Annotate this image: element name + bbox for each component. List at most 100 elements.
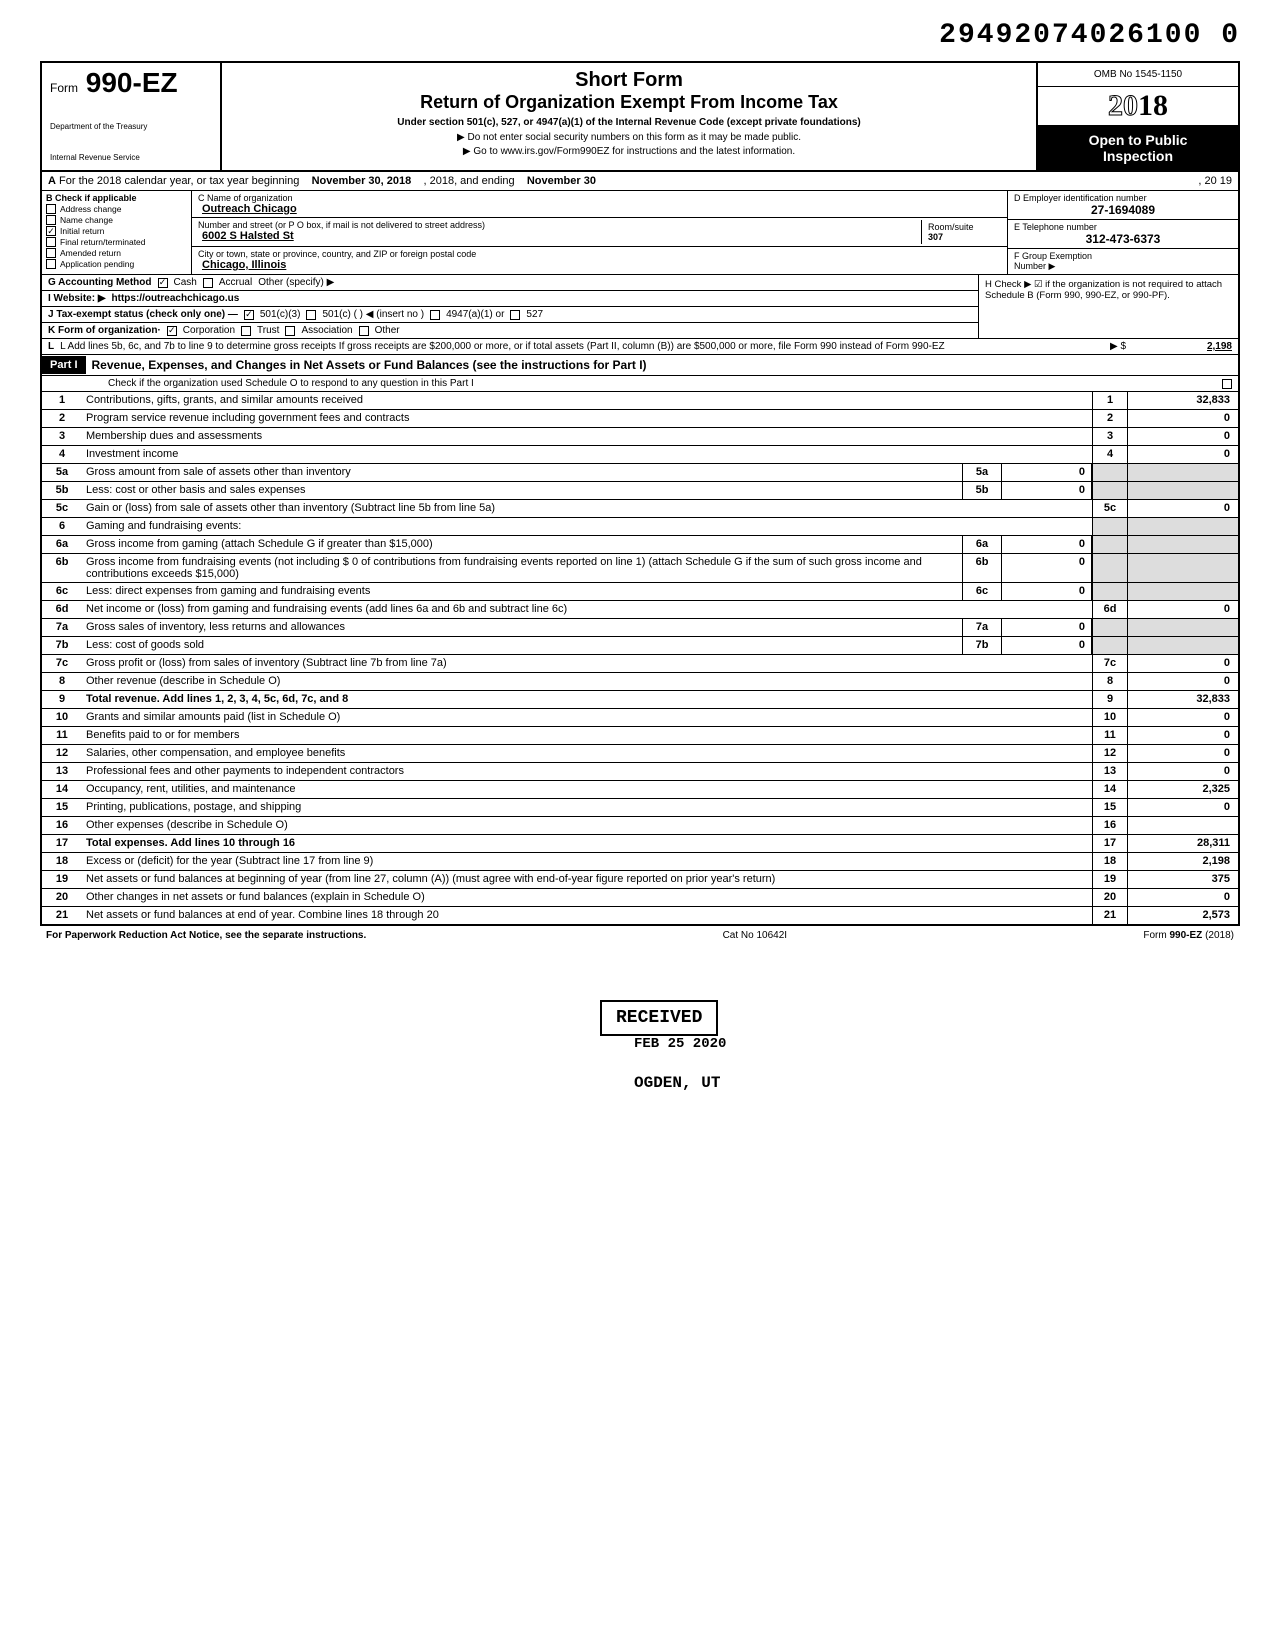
line-mid-7a: 0 xyxy=(1002,619,1092,636)
line-no-14: 14 xyxy=(42,781,82,798)
line-val-7c: 0 xyxy=(1128,655,1238,672)
main-title: Return of Organization Exempt From Incom… xyxy=(232,92,1026,113)
line-no-6d: 6d xyxy=(42,601,82,618)
schedule-o-checkbox[interactable] xyxy=(1222,379,1232,389)
dept-irs: Internal Revenue Service xyxy=(50,153,212,162)
col-b-checkboxes: B Check if applicable Address changeName… xyxy=(42,191,192,274)
b-check-4[interactable] xyxy=(46,248,56,258)
line-desc-5c: Gain or (loss) from sale of assets other… xyxy=(82,500,1092,517)
open-to-public: Open to Public Inspection xyxy=(1038,126,1238,170)
line-no-17: 17 xyxy=(42,835,82,852)
line-desc-12: Salaries, other compensation, and employ… xyxy=(82,745,1092,762)
accrual-checkbox[interactable] xyxy=(203,278,213,288)
b-check-2[interactable]: ✓ xyxy=(46,226,56,236)
row-l: L L Add lines 5b, 6c, and 7b to line 9 t… xyxy=(40,339,1240,355)
line-desc-6a: Gross income from gaming (attach Schedul… xyxy=(82,536,962,553)
line-no-16: 16 xyxy=(42,817,82,834)
line-no-15: 15 xyxy=(42,799,82,816)
form-number-box: Form 990-EZ Department of the Treasury I… xyxy=(42,63,222,170)
line-desc-6b: Gross income from fundraising events (no… xyxy=(82,554,962,582)
dept-treasury: Department of the Treasury xyxy=(50,122,212,131)
line-desc-6c: Less: direct expenses from gaming and fu… xyxy=(82,583,962,600)
line-val-10: 0 xyxy=(1128,709,1238,726)
line-no-18: 18 xyxy=(42,853,82,870)
line-val-9: 32,833 xyxy=(1128,691,1238,708)
line-desc-18: Excess or (deficit) for the year (Subtra… xyxy=(82,853,1092,870)
form-footer: For Paperwork Reduction Act Notice, see … xyxy=(40,925,1240,945)
org-address: 6002 S Halsted St xyxy=(202,230,294,242)
form-ref: Form 990-EZ (2018) xyxy=(1143,930,1234,941)
short-form-title: Short Form xyxy=(232,69,1026,92)
line-val-17: 28,311 xyxy=(1128,835,1238,852)
line-desc-5a: Gross amount from sale of assets other t… xyxy=(82,464,962,481)
b-check-3[interactable] xyxy=(46,237,56,247)
line-val-5c: 0 xyxy=(1128,500,1238,517)
line-no-5c: 5c xyxy=(42,500,82,517)
part-i-check: Check if the organization used Schedule … xyxy=(40,376,1240,392)
501c3-checkbox[interactable]: ✓ xyxy=(244,310,254,320)
line-desc-9: Total revenue. Add lines 1, 2, 3, 4, 5c,… xyxy=(82,691,1092,708)
line-mid-6b: 0 xyxy=(1002,554,1092,582)
line-no-19: 19 xyxy=(42,871,82,888)
line-desc-1: Contributions, gifts, grants, and simila… xyxy=(82,392,1092,409)
goto-url: ▶ Go to www.irs.gov/Form990EZ for instru… xyxy=(232,146,1026,157)
line-desc-19: Net assets or fund balances at beginning… xyxy=(82,871,1092,888)
org-city: Chicago, Illinois xyxy=(202,259,286,271)
line-val-12: 0 xyxy=(1128,745,1238,762)
line-desc-7a: Gross sales of inventory, less returns a… xyxy=(82,619,962,636)
line-desc-3: Membership dues and assessments xyxy=(82,428,1092,445)
line-no-4: 4 xyxy=(42,446,82,463)
row-a-tax-year: A For the 2018 calendar year, or tax yea… xyxy=(40,172,1240,191)
line-no-11: 11 xyxy=(42,727,82,744)
line-no-3: 3 xyxy=(42,428,82,445)
line-desc-10: Grants and similar amounts paid (list in… xyxy=(82,709,1092,726)
line-no-12: 12 xyxy=(42,745,82,762)
line-desc-4: Investment income xyxy=(82,446,1092,463)
line-desc-7c: Gross profit or (loss) from sales of inv… xyxy=(82,655,1092,672)
line-mid-6a: 0 xyxy=(1002,536,1092,553)
line-desc-6d: Net income or (loss) from gaming and fun… xyxy=(82,601,1092,618)
website: https://outreachchicago.us xyxy=(112,293,240,304)
omb-number: OMB No 1545-1150 xyxy=(1038,63,1238,87)
ssn-warning: ▶ Do not enter social security numbers o… xyxy=(232,132,1026,143)
line-val-11: 0 xyxy=(1128,727,1238,744)
line-no-6: 6 xyxy=(42,518,82,535)
line-desc-20: Other changes in net assets or fund bala… xyxy=(82,889,1092,906)
line-no-13: 13 xyxy=(42,763,82,780)
line-no-6c: 6c xyxy=(42,583,82,600)
line-no-9: 9 xyxy=(42,691,82,708)
org-name: Outreach Chicago xyxy=(202,203,297,215)
right-header-box: OMB No 1545-1150 20201818 Open to Public… xyxy=(1038,63,1238,170)
line-val-21: 2,573 xyxy=(1128,907,1238,924)
line-no-2: 2 xyxy=(42,410,82,427)
title-center: Short Form Return of Organization Exempt… xyxy=(222,63,1038,170)
line-desc-8: Other revenue (describe in Schedule O) xyxy=(82,673,1092,690)
line-val-16 xyxy=(1128,817,1238,834)
line-no-6a: 6a xyxy=(42,536,82,553)
tax-year: 20201818 xyxy=(1038,87,1238,126)
corporation-checkbox[interactable]: ✓ xyxy=(167,326,177,336)
line-no-8: 8 xyxy=(42,673,82,690)
ogden-stamp: OGDEN, UT xyxy=(620,1068,734,1098)
line-no-10: 10 xyxy=(42,709,82,726)
line-desc-2: Program service revenue including govern… xyxy=(82,410,1092,427)
line-val-2: 0 xyxy=(1128,410,1238,427)
schedule-b-note: H Check ▶ ☑ if the organization is not r… xyxy=(978,275,1238,338)
line-no-6b: 6b xyxy=(42,554,82,582)
b-check-5[interactable] xyxy=(46,259,56,269)
line-desc-6: Gaming and fundraising events: xyxy=(82,518,1092,535)
part-i-header: Part I Revenue, Expenses, and Changes in… xyxy=(40,355,1240,376)
line-desc-17: Total expenses. Add lines 10 through 16 xyxy=(82,835,1092,852)
received-date-stamp: FEB 25 2020 xyxy=(620,1030,740,1058)
b-check-1[interactable] xyxy=(46,215,56,225)
revenue-expense-grid: 1Contributions, gifts, grants, and simil… xyxy=(40,392,1240,925)
line-no-7b: 7b xyxy=(42,637,82,654)
line-val-18: 2,198 xyxy=(1128,853,1238,870)
line-no-5a: 5a xyxy=(42,464,82,481)
cash-checkbox[interactable]: ✓ xyxy=(158,278,168,288)
b-check-0[interactable] xyxy=(46,204,56,214)
line-desc-11: Benefits paid to or for members xyxy=(82,727,1092,744)
line-no-20: 20 xyxy=(42,889,82,906)
form-container: 29492074026100 0 Form 990-EZ Department … xyxy=(40,20,1240,945)
line-val-4: 0 xyxy=(1128,446,1238,463)
